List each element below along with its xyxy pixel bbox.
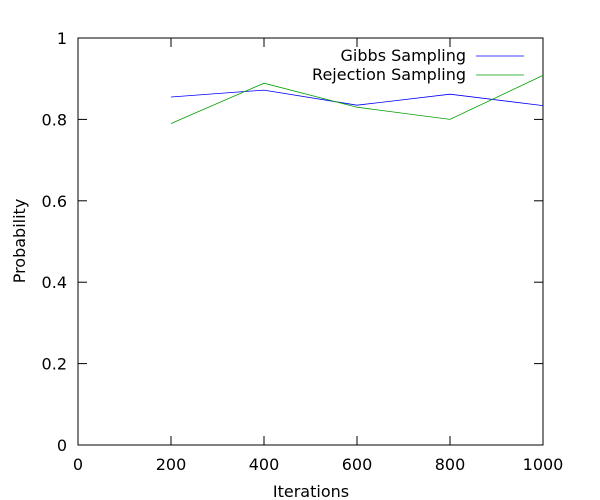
y-axis-title: Probability <box>10 199 29 284</box>
legend-label: Gibbs Sampling <box>341 46 466 65</box>
plot-frame <box>77 37 544 446</box>
axes: 0 200 400 600 800 1000 0 0.2 0.4 0.6 0.8 1 <box>42 29 564 474</box>
y-tick-label: 1 <box>57 29 67 48</box>
legend-label: Rejection Sampling <box>312 65 466 84</box>
series-lines <box>170 75 544 124</box>
y-tick-label: 0.2 <box>42 355 67 374</box>
x-tick-label: 600 <box>342 455 373 474</box>
y-tick-label: 0.8 <box>42 110 67 129</box>
series-line-0 <box>170 89 544 106</box>
y-tick-label: 0.4 <box>42 273 67 292</box>
x-tick-label: 1000 <box>523 455 564 474</box>
x-axis-title: Iterations <box>273 482 349 500</box>
x-tick-label: 400 <box>249 455 280 474</box>
x-tick-label: 800 <box>435 455 466 474</box>
y-tick-label: 0.6 <box>42 192 67 211</box>
x-tick-label: 200 <box>156 455 187 474</box>
series-line-1 <box>170 75 544 124</box>
y-tick-label: 0 <box>57 436 67 455</box>
x-tick-label: 0 <box>73 455 83 474</box>
